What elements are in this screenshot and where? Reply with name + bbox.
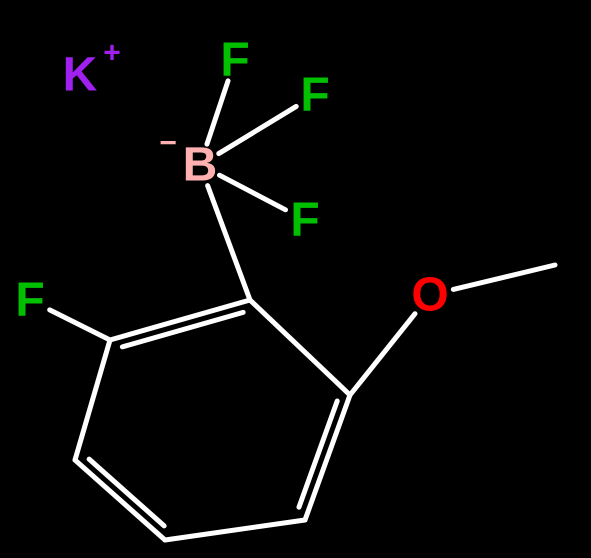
bond — [75, 340, 110, 460]
bond — [299, 401, 337, 507]
atom-label-F4: F — [15, 274, 44, 327]
atom-label-K: K — [63, 49, 98, 102]
bond — [305, 395, 350, 520]
bond — [350, 314, 415, 395]
atom-label-B: B — [183, 139, 218, 192]
bond — [75, 460, 165, 540]
atom-label-O: O — [411, 269, 448, 322]
charge-label-B: − — [159, 127, 177, 160]
bond — [207, 81, 228, 144]
bonds-group — [50, 81, 555, 540]
atom-label-F1: F — [220, 34, 249, 87]
bond — [50, 310, 110, 340]
atom-label-F3: F — [290, 194, 319, 247]
bond — [110, 300, 250, 340]
atom-label-F2: F — [300, 69, 329, 122]
bond — [453, 265, 555, 289]
charge-label-K: + — [103, 37, 121, 70]
bond — [219, 175, 285, 210]
bond — [208, 186, 250, 300]
bond — [89, 459, 164, 526]
bond — [165, 520, 305, 540]
bond — [250, 300, 350, 395]
molecule-diagram: K+FFB−FFO — [0, 0, 591, 558]
bond — [219, 106, 296, 153]
